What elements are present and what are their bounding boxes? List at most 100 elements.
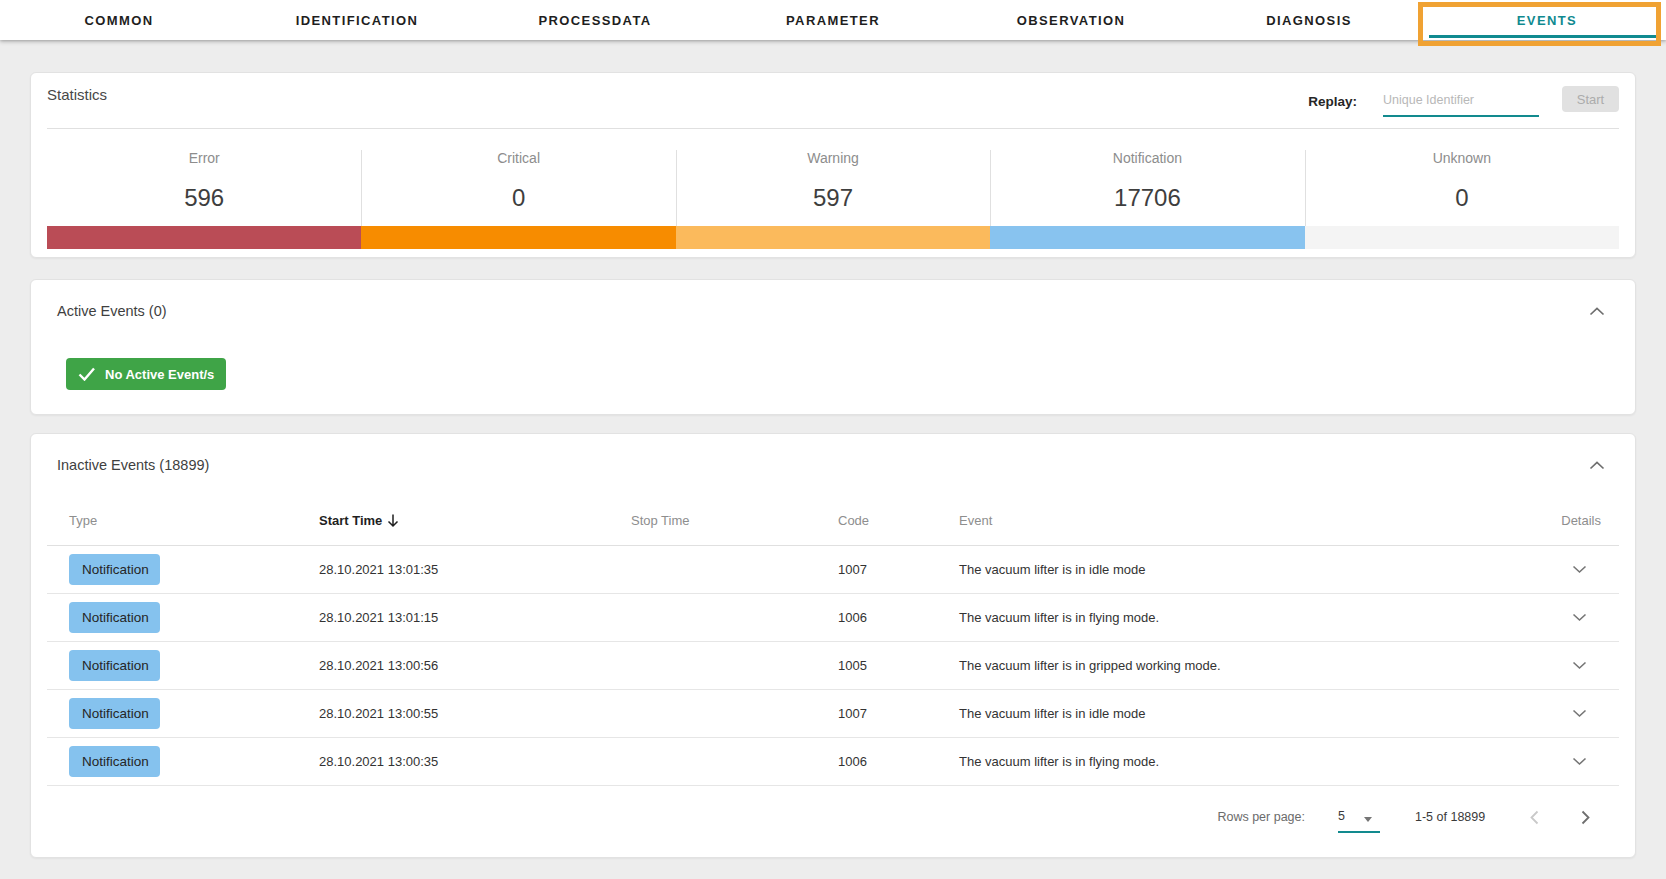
start-time-cell: 28.10.2021 13:00:55 — [319, 706, 631, 721]
table-row: Notification 28.10.2021 13:01:35 1007 Th… — [47, 546, 1619, 594]
no-active-events-badge: No Active Event/s — [66, 358, 226, 390]
inactive-events-card: Inactive Events (18899) Type Start Time … — [30, 433, 1636, 858]
column-header-code[interactable]: Code — [838, 513, 959, 528]
stat-label: Warning — [676, 150, 990, 166]
previous-page-button[interactable] — [1522, 805, 1546, 829]
expand-chevron-down-icon[interactable] — [1572, 709, 1587, 718]
table-row: Notification 28.10.2021 13:00:56 1005 Th… — [47, 642, 1619, 690]
bar-segment-notification — [990, 226, 1304, 249]
type-cell: Notification — [47, 746, 319, 777]
events-tab-highlight-box — [1418, 2, 1661, 46]
details-cell — [1539, 562, 1619, 577]
replay-controls: Replay: Start — [1308, 86, 1619, 117]
tab-observation[interactable]: OBSERVATION — [952, 0, 1190, 40]
tab-label: COMMON — [84, 13, 153, 28]
expand-chevron-down-icon[interactable] — [1572, 565, 1587, 574]
type-badge: Notification — [69, 554, 160, 585]
code-cell: 1006 — [838, 610, 959, 625]
bar-segment-warning — [676, 226, 990, 249]
chevron-right-icon — [1581, 810, 1591, 825]
column-header-stop-time[interactable]: Stop Time — [631, 513, 838, 528]
stat-value: 596 — [47, 184, 361, 212]
event-cell: The vacuum lifter is in flying mode. — [959, 610, 1539, 625]
expand-chevron-down-icon[interactable] — [1572, 661, 1587, 670]
code-cell: 1005 — [838, 658, 959, 673]
column-header-type[interactable]: Type — [47, 513, 319, 528]
stat-value: 597 — [676, 184, 990, 212]
tab-identification[interactable]: IDENTIFICATION — [238, 0, 476, 40]
details-cell — [1539, 610, 1619, 625]
stat-label: Unknown — [1305, 150, 1619, 166]
statistics-title: Statistics — [47, 86, 107, 103]
type-cell: Notification — [47, 650, 319, 681]
expand-chevron-down-icon[interactable] — [1572, 613, 1587, 622]
bar-segment-unknown — [1305, 226, 1619, 249]
start-button[interactable]: Start — [1562, 86, 1619, 112]
stat-label: Critical — [361, 150, 675, 166]
table-row: Notification 28.10.2021 13:01:15 1006 Th… — [47, 594, 1619, 642]
expand-chevron-down-icon[interactable] — [1572, 757, 1587, 766]
stat-value: 0 — [361, 184, 675, 212]
active-events-card: Active Events (0) No Active Event/s — [30, 279, 1636, 415]
paginator: Rows per page: 5 1-5 of 18899 — [47, 786, 1619, 848]
check-icon — [78, 367, 96, 381]
event-cell: The vacuum lifter is in idle mode — [959, 706, 1539, 721]
active-events-header[interactable]: Active Events (0) — [31, 280, 1635, 342]
inactive-events-table: Type Start Time Stop Time Code Event Det… — [47, 496, 1619, 848]
type-badge: Notification — [69, 602, 160, 633]
tab-label: OBSERVATION — [1017, 13, 1126, 28]
details-cell — [1539, 754, 1619, 769]
collapse-chevron-up-icon[interactable] — [1589, 307, 1605, 316]
stat-unknown: Unknown 0 — [1305, 129, 1619, 226]
bar-segment-critical — [361, 226, 675, 249]
column-header-event[interactable]: Event — [959, 513, 1539, 528]
column-header-details: Details — [1539, 513, 1619, 528]
type-cell: Notification — [47, 698, 319, 729]
events-page: COMMON IDENTIFICATION PROCESSDATA PARAME… — [0, 0, 1666, 879]
statistics-bar — [47, 226, 1619, 249]
details-cell — [1539, 658, 1619, 673]
type-cell: Notification — [47, 602, 319, 633]
tab-bar: COMMON IDENTIFICATION PROCESSDATA PARAME… — [0, 0, 1666, 40]
collapse-chevron-up-icon[interactable] — [1589, 461, 1605, 470]
tab-processdata[interactable]: PROCESSDATA — [476, 0, 714, 40]
start-time-cell: 28.10.2021 13:01:15 — [319, 610, 631, 625]
dropdown-caret-icon — [1364, 817, 1372, 822]
active-events-title: Active Events (0) — [57, 303, 167, 319]
stat-warning: Warning 597 — [676, 129, 990, 226]
chevron-left-icon — [1529, 810, 1539, 825]
inactive-events-header[interactable]: Inactive Events (18899) — [31, 434, 1635, 496]
stat-critical: Critical 0 — [361, 129, 675, 226]
type-cell: Notification — [47, 554, 319, 585]
table-row: Notification 28.10.2021 13:00:55 1007 Th… — [47, 690, 1619, 738]
stat-value: 0 — [1305, 184, 1619, 212]
start-time-cell: 28.10.2021 13:00:35 — [319, 754, 631, 769]
table-header-row: Type Start Time Stop Time Code Event Det… — [47, 496, 1619, 546]
stat-value: 17706 — [990, 184, 1304, 212]
sort-descending-arrow-icon — [387, 513, 399, 528]
tab-common[interactable]: COMMON — [0, 0, 238, 40]
table-row: Notification 28.10.2021 13:00:35 1006 Th… — [47, 738, 1619, 786]
no-active-events-label: No Active Event/s — [105, 367, 214, 382]
bar-segment-error — [47, 226, 361, 249]
tab-parameter[interactable]: PARAMETER — [714, 0, 952, 40]
event-cell: The vacuum lifter is in gripped working … — [959, 658, 1539, 673]
stat-notification: Notification 17706 — [990, 129, 1304, 226]
column-header-label: Start Time — [319, 513, 382, 528]
rows-per-page-label: Rows per page: — [1217, 810, 1305, 824]
start-time-cell: 28.10.2021 13:00:56 — [319, 658, 631, 673]
tab-label: DIAGNOSIS — [1266, 13, 1352, 28]
statistics-counters: Error 596 Critical 0 Warning 597 Notific… — [47, 129, 1619, 226]
rows-per-page-select[interactable]: 5 — [1338, 801, 1380, 833]
next-page-button[interactable] — [1574, 805, 1598, 829]
tab-label: PARAMETER — [786, 13, 880, 28]
type-badge: Notification — [69, 650, 160, 681]
rows-per-page-value: 5 — [1338, 809, 1345, 823]
stat-label: Notification — [990, 150, 1304, 166]
details-cell — [1539, 706, 1619, 721]
event-cell: The vacuum lifter is in idle mode — [959, 562, 1539, 577]
code-cell: 1007 — [838, 562, 959, 577]
unique-identifier-input[interactable] — [1383, 93, 1539, 117]
column-header-start-time[interactable]: Start Time — [319, 513, 631, 528]
tab-diagnosis[interactable]: DIAGNOSIS — [1190, 0, 1428, 40]
